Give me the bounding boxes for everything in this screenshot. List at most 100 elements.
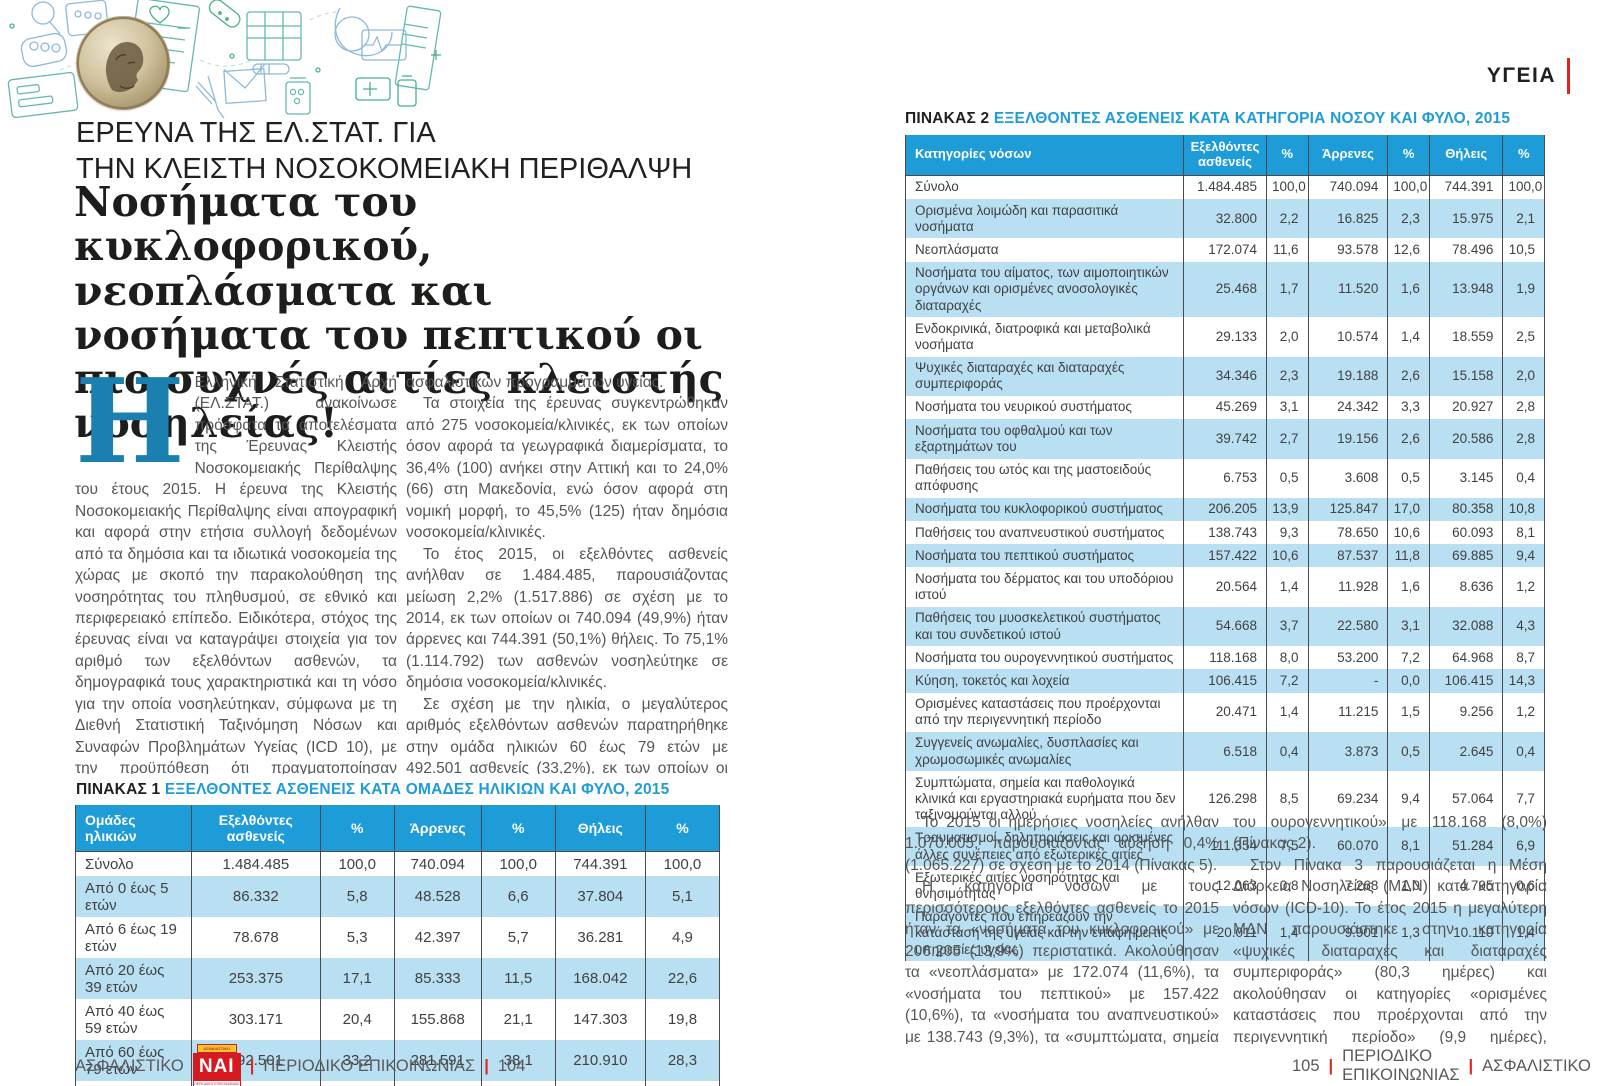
cell-value: 0,8 xyxy=(1266,866,1309,906)
row-label: Από 0 έως 5 ετών xyxy=(75,876,192,917)
table-row: Νεοπλάσματα 172.074 11,6 93.578 12,6 78.496 10… xyxy=(905,238,1545,262)
cell-value: 172.074 xyxy=(1182,238,1267,262)
cell-value: 0,6 xyxy=(1502,866,1545,906)
cell-value: 1,2 xyxy=(1502,692,1545,732)
cell-value: 2,7 xyxy=(1266,419,1309,459)
cell-value: 1,0 xyxy=(1387,866,1430,906)
cell-value: 1,4 xyxy=(1387,317,1430,357)
cell-value: 80.358 xyxy=(1428,497,1503,522)
article-column-2: ασφαλιστικών προγραμμάτων υγείας. Τα στο… xyxy=(406,372,728,774)
column-header: % xyxy=(1266,135,1309,176)
table-row: Συμπτώματα, σημεία και παθολογικά κλινικ… xyxy=(905,771,1545,827)
continuation-column-1: Το 2015 οι ημερήσιες νοσηλείες ανήλθαν 1… xyxy=(905,812,1219,1044)
row-label: Από 6 έως 19 ετών xyxy=(75,917,192,958)
cell-value: 744.391 xyxy=(554,851,646,876)
cell-value: 7,5 xyxy=(1266,826,1309,867)
cell-value: 20.586 xyxy=(1428,419,1503,459)
footer-separator: | xyxy=(249,1056,255,1075)
paragraph: Η Ελληνική Στατιστική Αρχή (ΕΛ.ΣΤΑΤ.) ανα… xyxy=(75,372,397,774)
cell-value: 78.496 xyxy=(1428,238,1503,262)
cell-value: 5,7 xyxy=(480,917,556,958)
cell-value: 111.354 xyxy=(1182,826,1267,867)
cell-value: 21,1 xyxy=(480,999,556,1040)
cell-value: 3,3 xyxy=(1387,395,1430,420)
cell-value: 10,8 xyxy=(1502,497,1545,522)
cell-value: 20,4 xyxy=(319,999,395,1040)
cell-value: 2,6 xyxy=(1387,356,1430,396)
cell-value: 2,3 xyxy=(1266,356,1309,396)
row-label: Σύνολο xyxy=(905,175,1184,200)
table-row: Νοσήματα του πεπτικού συστήματος 157.422 1… xyxy=(905,544,1545,568)
cell-value: 4,3 xyxy=(1502,606,1545,647)
cell-value: 5,3 xyxy=(319,917,395,958)
footer-separator: | xyxy=(1328,1056,1334,1075)
footer-page-number: 105 xyxy=(1292,1056,1320,1075)
footer-right: 105 | ΠΕΡΙΟΔΙΚΟ ΕΠΙΚΟΙΝΩΝΙΑΣ | ΑΣΦΑΛΙΣΤΙ… xyxy=(1292,1044,1600,1086)
row-label: Νοσήματα του νευρικού συστήματος xyxy=(905,395,1184,420)
row-label: Παθήσεις του αναπνευστικού συστήματος xyxy=(905,521,1184,545)
table-row: Παράγοντες που επηρεάζουν την κατάσταση … xyxy=(905,905,1545,962)
cell-value: 2.645 xyxy=(1428,731,1503,772)
cell-value: 0,5 xyxy=(1387,458,1430,498)
cell-value: 206.205 xyxy=(1182,497,1267,522)
row-label: Ψυχικές διαταραχές και διαταραχές συμπερ… xyxy=(905,356,1184,396)
table-row: Από 0 έως 5 ετών 86.332 5,8 48.528 6,6 37.804… xyxy=(75,876,720,917)
table-exited-patients-by-disease: Κατηγορίες νόσων Εξελθόντες ασθενείς% Άρρε… xyxy=(905,135,1545,962)
continuation-column-2: του ουρογεννητικού» με 118.168 (8,0%) (Π… xyxy=(1233,812,1547,1044)
cell-value: 6.753 xyxy=(1182,458,1267,498)
cell-value: 0,0 xyxy=(1387,669,1430,693)
cell-value: 2,0 xyxy=(1502,356,1545,396)
nai-logo-top-text: ΑΣΦΑΛΙΣΤΙΚΟ xyxy=(196,1044,237,1053)
cell-value: 13,9 xyxy=(1266,497,1309,522)
cell-value: 100,0 xyxy=(1266,175,1309,200)
table2-title-text: ΕΞΕΛΘΟΝΤΕΣ ΑΣΘΕΝΕΙΣ ΚΑΤΑ ΚΑΤΗΓΟΡΙΑ ΝΟΣΟΥ… xyxy=(993,110,1511,127)
row-label: Ορισμένα λοιμώδη και παρασιτικά νοσήματα xyxy=(905,199,1184,239)
cell-value: 2,8 xyxy=(1502,395,1545,420)
cell-value: 3.608 xyxy=(1307,458,1388,498)
table1-title: ΠΙΝΑΚΑΣ 1 ΕΞΕΛΘΟΝΤΕΣ ΑΣΘΕΝΕΙΣ ΚΑΤΑ ΟΜΑΔΕ… xyxy=(76,781,669,799)
cell-value: 106.415 xyxy=(1182,669,1267,693)
column-header: Άρρενες xyxy=(1307,135,1388,176)
row-label: Συγγενείς ανωμαλίες, δυσπλασίες και χρωμ… xyxy=(905,731,1184,772)
section-label: ΥΓΕΙΑ xyxy=(1487,58,1570,94)
cell-value: 87.537 xyxy=(1307,544,1388,568)
cell-value: 24.342 xyxy=(1307,395,1388,420)
cell-value: 8,1 xyxy=(1387,826,1430,867)
cell-value: 16.825 xyxy=(1307,199,1388,239)
cell-value: 123.282 xyxy=(393,1081,482,1086)
cell-value: 18.559 xyxy=(1428,317,1503,357)
table-row: Συγγενείς ανωμαλίες, δυσπλασίες και χρωμ… xyxy=(905,731,1545,772)
footer-magazine: ΠΕΡΙΟΔΙΚΟ ΕΠΙΚΟΙΝΩΝΙΑΣ xyxy=(1342,1047,1460,1085)
cell-value: 0,4 xyxy=(1502,731,1545,772)
cell-value: 25.468 xyxy=(1182,261,1267,318)
cell-value: 1.484.485 xyxy=(1182,175,1267,200)
cell-value: 3,7 xyxy=(1266,606,1309,647)
cell-value: 78.650 xyxy=(1307,521,1388,545)
cell-value: 147.303 xyxy=(554,999,646,1040)
row-label: Ορισμένες καταστάσεις που προέρχονται απ… xyxy=(905,692,1184,732)
cell-value: 100,0 xyxy=(1502,175,1545,200)
row-label: Παράγοντες που επηρεάζουν την κατάσταση … xyxy=(905,905,1184,962)
cell-value: 9,4 xyxy=(1387,771,1430,827)
cell-value: 740.094 xyxy=(393,851,482,876)
cell-value: 19,1 xyxy=(644,1081,720,1086)
cell-value: 138.743 xyxy=(1182,521,1267,545)
table-row: Εξωτερικές αιτίες νοσηρότητας και θνησιμ… xyxy=(905,866,1545,906)
cell-value: 17,9 xyxy=(319,1081,395,1086)
column-header: Θήλεις xyxy=(1428,135,1503,176)
cell-value: 36.281 xyxy=(554,917,646,958)
table-header-row: Ομάδες ηλικιών Εξελθόντες ασθενείς% Άρρενε… xyxy=(75,805,720,852)
cell-value: 100,0 xyxy=(480,851,556,876)
table-row: Τραυματισμοί, δηλητηριάσεις και ορισμένε… xyxy=(905,826,1545,867)
cell-value: 1,4 xyxy=(1502,905,1545,962)
cell-value: 34.346 xyxy=(1182,356,1267,396)
cell-value: 10.110 xyxy=(1428,905,1503,962)
cell-value: 60.093 xyxy=(1428,521,1503,545)
footer-page-number: 104 xyxy=(497,1056,526,1075)
row-label: Σύνολο xyxy=(75,851,192,876)
row-label: Νοσήματα του πεπτικού συστήματος xyxy=(905,544,1184,568)
column-header: % xyxy=(480,805,556,852)
column-header: Κατηγορίες νόσων xyxy=(905,135,1184,176)
cell-value: 8,1 xyxy=(1502,521,1545,545)
cell-value: 0,4 xyxy=(1502,458,1545,498)
